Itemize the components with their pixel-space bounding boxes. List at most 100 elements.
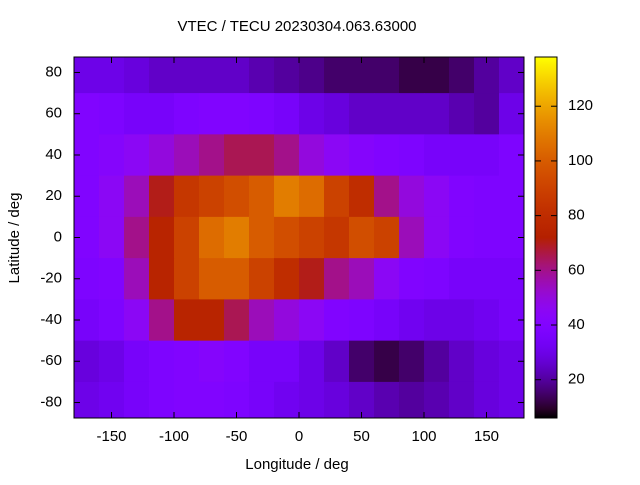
heatmap-cell [174,134,200,177]
heatmap-cell [249,134,275,177]
heatmap-cell [174,57,200,94]
heatmap-cell [99,216,125,259]
heatmap-cell [174,340,200,383]
heatmap-cell [324,299,350,342]
heatmap-cell [474,134,500,177]
heatmap-cell [149,93,175,135]
heatmap-cell [449,57,475,94]
heatmap-cell [474,216,500,259]
heatmap-cell [149,381,175,418]
heatmap-cell [99,381,125,418]
heatmap-cell [474,93,500,135]
heatmap-cell [174,381,200,418]
heatmap-cell [324,175,350,218]
heatmap-cell [224,57,250,94]
heatmap-cell [374,299,400,342]
heatmap-cell [174,258,200,300]
heatmap-cell [474,258,500,300]
heatmap-cell [324,216,350,259]
heatmap-cell [149,258,175,300]
y-tick-label: 20 [45,187,62,204]
heatmap-cell [174,93,200,135]
heatmap-cell [124,299,150,342]
heatmap-cell [99,299,125,342]
heatmap [74,57,524,418]
heatmap-cell [249,57,275,94]
heatmap-cell [399,216,425,259]
chart-title: VTEC / TECU 20230304.063.63000 [177,18,416,35]
heatmap-cell [324,134,350,177]
heatmap-cell [399,299,425,342]
heatmap-cell [349,299,375,342]
heatmap-cell [474,299,500,342]
heatmap-cell [324,93,350,135]
colorbar-tick-label: 100 [568,152,593,169]
x-tick-label: 150 [474,428,499,445]
colorbar-tick-label: 60 [568,261,585,278]
y-tick-label: 60 [45,105,62,122]
heatmap-cell [74,381,100,418]
heatmap-cell [449,299,475,342]
heatmap-cell [99,258,125,300]
heatmap-cell [149,299,175,342]
heatmap-cell [424,340,450,383]
heatmap-cell [424,134,450,177]
heatmap-cell [274,381,300,418]
heatmap-cell [349,381,375,418]
heatmap-cell [124,93,150,135]
heatmap-cell [399,134,425,177]
y-tick-label: 40 [45,146,62,163]
heatmap-cell [249,93,275,135]
heatmap-cell [474,57,500,94]
heatmap-cell [374,93,400,135]
heatmap-cell [199,216,225,259]
y-tick-label: -60 [40,352,62,369]
x-tick-label: -50 [226,428,248,445]
heatmap-cell [224,299,250,342]
heatmap-cell [124,340,150,383]
heatmap-cell [74,57,100,94]
heatmap-cell [424,216,450,259]
heatmap-cell [124,175,150,218]
heatmap-cell [374,134,400,177]
heatmap-cell [99,134,125,177]
heatmap-cell [199,93,225,135]
colorbar [534,56,558,419]
heatmap-cell [324,340,350,383]
heatmap-cell [124,381,150,418]
colorbar-tick-label: 20 [568,371,585,388]
x-tick-label: -100 [159,428,189,445]
heatmap-cell [424,381,450,418]
heatmap-cell [149,134,175,177]
heatmap-cell [224,93,250,135]
heatmap-cell [474,340,500,383]
heatmap-cell [274,216,300,259]
heatmap-cell [99,57,125,94]
x-tick-label: 100 [411,428,436,445]
heatmap-cell [299,258,325,300]
heatmap-cell [224,216,250,259]
heatmap-cell [399,175,425,218]
heatmap-cell [149,216,175,259]
heatmap-cell [299,134,325,177]
heatmap-cell [124,216,150,259]
heatmap-cell [449,216,475,259]
heatmap-cell [274,134,300,177]
heatmap-cell [449,93,475,135]
heatmap-cell [349,216,375,259]
y-tick-label: -20 [40,270,62,287]
heatmap-cell [424,258,450,300]
heatmap-cell [324,258,350,300]
heatmap-cell [124,57,150,94]
heatmap-cell [99,340,125,383]
heatmap-cell [424,93,450,135]
heatmap-cell [224,381,250,418]
heatmap-cell [274,175,300,218]
heatmap-cell [374,381,400,418]
heatmap-cell [374,57,400,94]
y-tick-label: 0 [54,228,62,245]
heatmap-cell [374,340,400,383]
heatmap-cell [274,299,300,342]
heatmap-cell [224,175,250,218]
